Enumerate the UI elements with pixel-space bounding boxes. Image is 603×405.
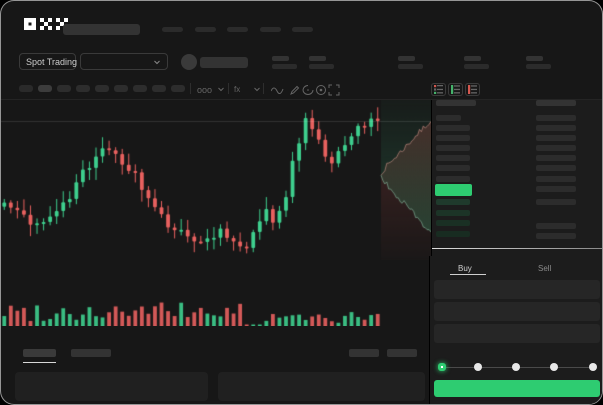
svg-text:fx: fx bbox=[234, 85, 240, 94]
svg-text:ooo: ooo bbox=[197, 85, 212, 95]
